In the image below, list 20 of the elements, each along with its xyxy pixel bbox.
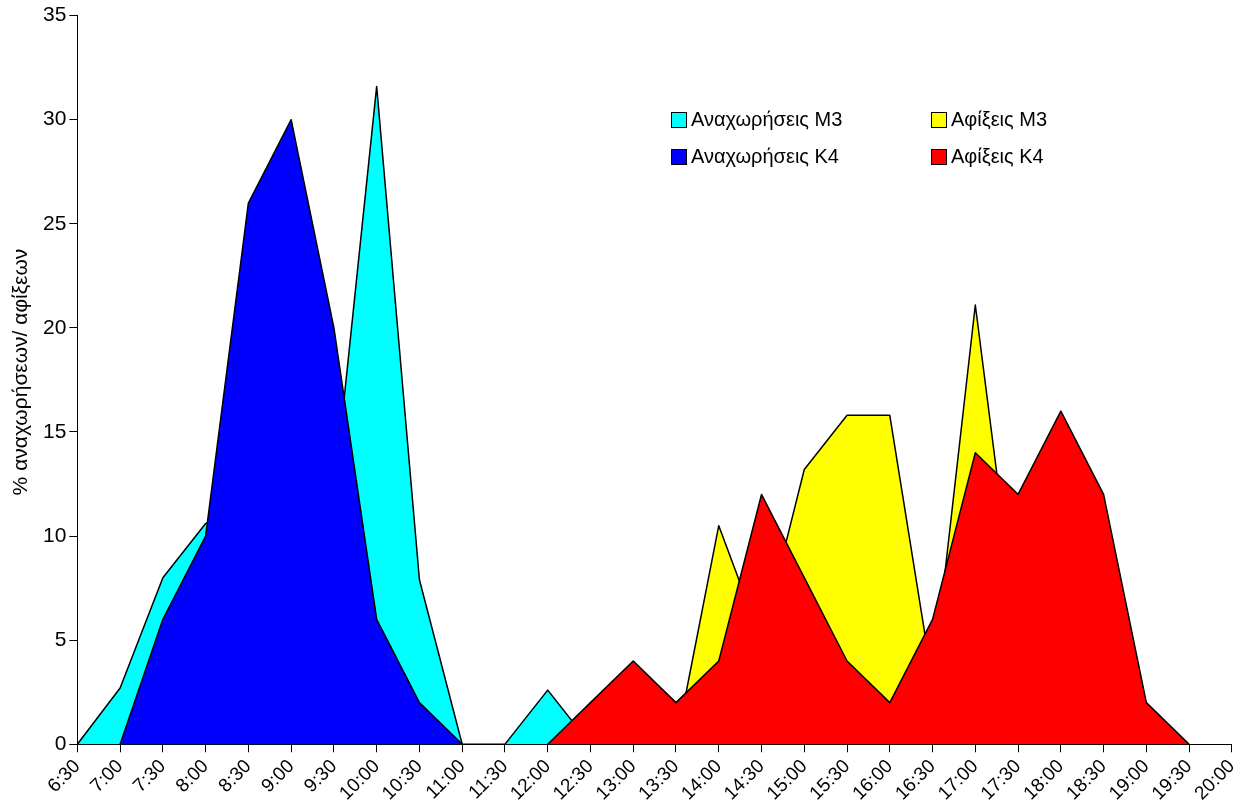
x-tick-label: 7:30 (128, 755, 170, 796)
x-tick-label: 8:00 (171, 755, 213, 796)
legend-label: Αφίξεις Μ3 (951, 108, 1048, 131)
legend-label: Αναχωρήσεις Μ3 (691, 108, 843, 131)
y-tick-label: 5 (54, 626, 67, 650)
y-tick-label: 15 (43, 418, 67, 442)
x-tick-label: 9:00 (256, 755, 298, 796)
y-axis-title: % αναχωρήσεων/ αφίξεων (8, 247, 32, 498)
y-tick-label: 30 (43, 106, 67, 130)
x-tick-label: 6:30 (42, 755, 84, 796)
x-tick-label: 9:30 (299, 755, 341, 796)
x-tick-label: 7:00 (85, 755, 127, 796)
y-tick-label: 0 (54, 731, 67, 755)
y-tick-label: 20 (43, 314, 67, 338)
legend-label: Αναχωρήσεις Κ4 (691, 145, 839, 168)
y-tick-label: 10 (43, 522, 67, 546)
y-tick-label: 25 (43, 210, 67, 234)
y-tick-label: 35 (43, 2, 67, 26)
x-tick-label: 8:30 (213, 755, 255, 796)
legend-label: Αφίξεις Κ4 (951, 145, 1044, 168)
